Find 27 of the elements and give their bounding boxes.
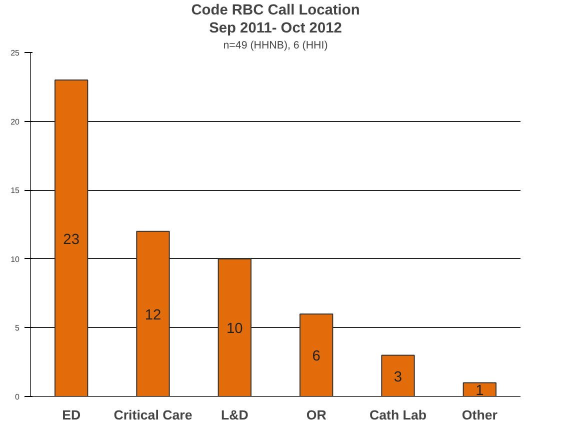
bar (462, 382, 496, 396)
text: n=49 (HHNB), 6 (HHI) (223, 40, 328, 52)
data-label: 1 (476, 383, 484, 400)
data-label: 6 (312, 348, 320, 365)
y-tick-label: 25 (10, 48, 20, 58)
data-label: 3 (394, 369, 402, 386)
x-tick-label: OR (306, 408, 327, 422)
chart-title: Code RBC Call Location (191, 2, 360, 18)
x-tick-label: Critical Care (114, 408, 192, 422)
y-tick-label: 20 (10, 117, 20, 126)
bar (300, 313, 334, 396)
bar (218, 258, 252, 396)
data-label: 12 (144, 307, 162, 324)
x-tick-label: Cath Lab (369, 408, 427, 422)
y-tick-label: 10 (10, 254, 20, 264)
chart-subtitle: Sep 2011- Oct 2012 (209, 20, 342, 36)
data-label: 10 (226, 321, 243, 338)
x-tick-label: Other (462, 408, 498, 422)
x-tick-label: L&D (220, 408, 249, 422)
data-label: 23 (63, 232, 80, 248)
y-tick-label: 5 (15, 324, 20, 333)
bar (54, 80, 88, 396)
x-tick-label: ED (62, 408, 81, 422)
y-tick-label: 15 (10, 186, 20, 196)
y-tick-label: 0 (15, 392, 20, 402)
bar (381, 354, 415, 396)
bar (136, 230, 170, 396)
